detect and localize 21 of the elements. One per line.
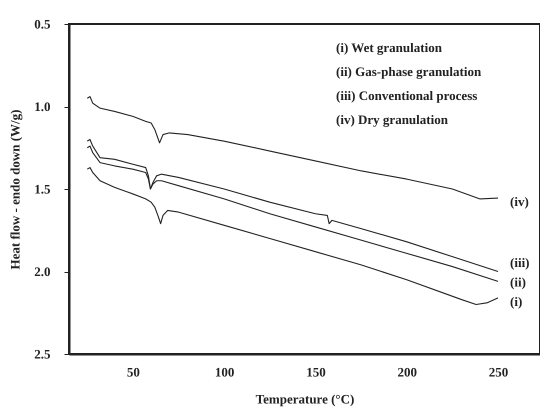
y-tick-label: 1.5 [34, 182, 51, 196]
x-axis-title: Temperature (°C) [256, 392, 354, 406]
line-series [86, 167, 499, 306]
series-label: (ii) [510, 274, 526, 290]
x-tick-label: 150 [306, 364, 326, 380]
series-label: (iv) [510, 194, 529, 210]
y-axis-title: Heat flow - endo down (W/g) [7, 110, 22, 270]
x-tick-label: 200 [397, 364, 417, 380]
series-label: (i) [510, 294, 522, 309]
y-tick-label: 2.5 [34, 346, 51, 362]
y-tick-label: 0.5 [34, 16, 51, 32]
y-tick-label: 2.0 [34, 264, 50, 279]
x-tick-label: 50 [126, 364, 140, 380]
x-tick-label: 250 [488, 364, 508, 380]
annotation: (ii) Gas-phase granulation [336, 64, 482, 79]
y-tick-label: 1.0 [34, 99, 50, 114]
annotation: (iii) Conventional process [336, 88, 478, 103]
annotation: (iv) Dry granulation [336, 112, 449, 127]
annotation: (i) Wet granulation [336, 40, 443, 55]
series-label: (iii) [510, 254, 530, 270]
x-tick-label: 100 [214, 364, 234, 380]
